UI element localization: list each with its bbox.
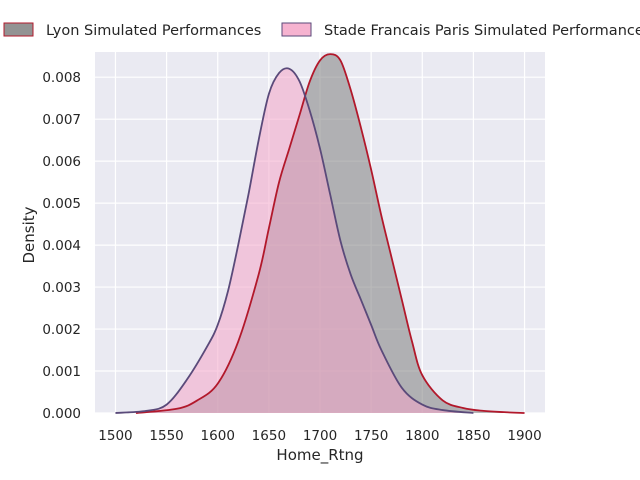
x-tick-label: 1600 xyxy=(201,428,235,444)
x-tick-label: 1550 xyxy=(149,428,183,444)
legend-label-1: Stade Francais Paris Simulated Performan… xyxy=(324,23,640,39)
x-axis-label: Home_Rtng xyxy=(276,446,363,465)
x-tick-label: 1800 xyxy=(405,428,439,444)
y-axis-ticks: 0.000 0.001 0.002 0.003 0.004 0.005 0.006 0.007… xyxy=(42,70,81,422)
x-tick-label: 1650 xyxy=(252,428,286,444)
legend-label-0: Lyon Simulated Performances xyxy=(46,23,261,39)
y-tick-label: 0.006 xyxy=(42,154,81,170)
y-tick-label: 0.004 xyxy=(42,238,81,254)
x-tick-label: 1700 xyxy=(303,428,337,444)
y-tick-label: 0.001 xyxy=(42,364,81,380)
legend: Lyon Simulated Performances Stade Francai… xyxy=(3,22,640,39)
x-tick-label: 1850 xyxy=(456,428,490,444)
y-tick-label: 0.005 xyxy=(42,196,81,212)
series-line-0 xyxy=(135,53,525,414)
y-tick-label: 0.000 xyxy=(42,406,81,422)
series-line-1 xyxy=(115,67,474,414)
y-axis-label: Density xyxy=(20,206,38,263)
series-layer xyxy=(115,53,525,414)
x-tick-label: 1500 xyxy=(98,428,132,444)
y-tick-label: 0.008 xyxy=(42,70,81,86)
y-tick-label: 0.007 xyxy=(42,112,81,128)
series-area-1 xyxy=(115,68,474,413)
x-tick-label: 1750 xyxy=(354,428,388,444)
x-tick-label: 1900 xyxy=(507,428,541,444)
y-tick-label: 0.003 xyxy=(42,280,81,296)
legend-swatch-1 xyxy=(281,22,312,37)
legend-swatch-0 xyxy=(3,22,34,37)
x-axis-ticks: 1500 1550 1600 1650 1700 1750 1800 1850 1900 xyxy=(98,428,541,444)
y-tick-label: 0.002 xyxy=(42,322,81,338)
